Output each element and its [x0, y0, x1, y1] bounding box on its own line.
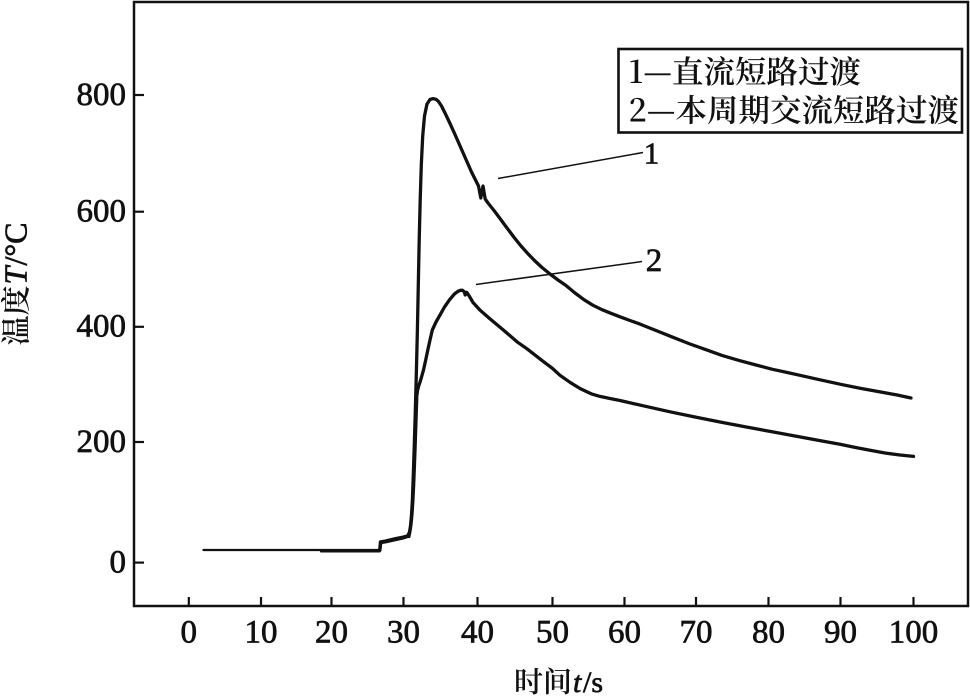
svg-text:1: 1 [644, 136, 660, 171]
svg-text:0: 0 [110, 544, 127, 580]
svg-text:/°C: /°C [0, 222, 34, 265]
svg-text:50: 50 [536, 615, 569, 651]
svg-text:800: 800 [77, 77, 127, 113]
svg-text:T: T [0, 265, 34, 285]
svg-text:40: 40 [461, 615, 494, 651]
svg-text:t: t [573, 666, 582, 697]
svg-text:200: 200 [77, 424, 127, 460]
svg-text:/s: /s [583, 666, 603, 697]
svg-text:400: 400 [77, 309, 127, 345]
svg-text:100: 100 [889, 615, 939, 651]
svg-text:0: 0 [181, 615, 198, 651]
svg-text:2: 2 [646, 243, 663, 279]
svg-text:90: 90 [824, 615, 857, 651]
svg-text:10: 10 [245, 615, 278, 651]
svg-text:70: 70 [680, 615, 713, 651]
svg-text:80: 80 [752, 615, 785, 651]
svg-text:20: 20 [315, 615, 348, 651]
svg-text:30: 30 [387, 615, 420, 651]
svg-text:600: 600 [77, 194, 127, 230]
svg-text:60: 60 [608, 615, 641, 651]
